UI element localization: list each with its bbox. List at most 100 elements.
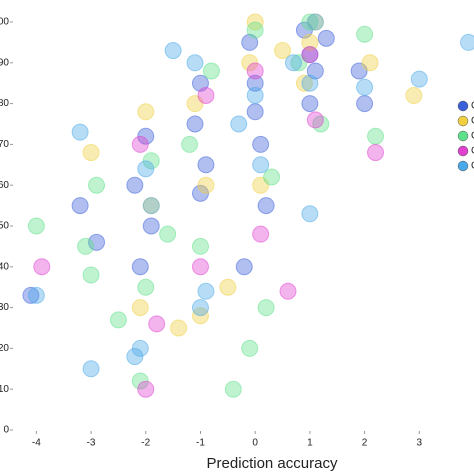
y-tick-label: 40 (0, 261, 9, 272)
point (191, 258, 209, 276)
point (131, 135, 149, 153)
point (170, 319, 188, 337)
point (279, 282, 297, 300)
point (131, 299, 149, 317)
y-tick-label: 100 (0, 17, 9, 28)
point (241, 54, 259, 72)
point (22, 286, 40, 304)
point (148, 315, 166, 333)
point (131, 258, 149, 276)
point (71, 197, 89, 215)
legend-marker (457, 160, 469, 172)
legend-marker (457, 145, 469, 157)
point (246, 103, 264, 121)
point (356, 95, 374, 113)
point (274, 42, 292, 60)
point (230, 115, 248, 133)
point (246, 74, 264, 92)
point (252, 135, 270, 153)
point (82, 360, 100, 378)
y-tick-label: 60 (0, 180, 9, 191)
point (197, 176, 215, 194)
point (246, 62, 264, 80)
point (257, 299, 275, 317)
point (191, 299, 209, 317)
point (197, 282, 215, 300)
legend-marker (457, 100, 469, 112)
point (137, 380, 155, 398)
point (252, 225, 270, 243)
point (77, 237, 95, 255)
point (356, 78, 374, 96)
point (197, 156, 215, 174)
x-tick-label: -2 (141, 438, 150, 449)
point (295, 74, 313, 92)
point (367, 127, 385, 145)
point (410, 70, 428, 88)
point (109, 311, 127, 329)
point (197, 86, 215, 104)
y-tick-label: 30 (0, 302, 9, 313)
x-tick-label: -3 (87, 438, 96, 449)
point (361, 54, 379, 72)
point (306, 111, 324, 129)
point (33, 258, 51, 276)
point (164, 42, 182, 60)
point (301, 74, 319, 92)
point (137, 160, 155, 178)
point (142, 217, 160, 235)
point (71, 123, 89, 141)
x-tick-label: -4 (32, 438, 41, 449)
x-tick-label: 0 (252, 438, 258, 449)
point (82, 266, 100, 284)
point (88, 176, 106, 194)
legend-label: C (471, 116, 474, 127)
point (186, 115, 204, 133)
point (252, 156, 270, 174)
point (88, 233, 106, 251)
point (27, 286, 45, 304)
y-tick-label: 10 (0, 384, 9, 395)
legend-label: C (471, 101, 474, 112)
legend-label: C (471, 131, 474, 142)
point (27, 217, 45, 235)
point (137, 127, 155, 145)
point (235, 258, 253, 276)
point (159, 225, 177, 243)
point (219, 278, 237, 296)
point (131, 339, 149, 357)
point (405, 86, 423, 104)
point (126, 176, 144, 194)
y-tick-label: 0 (3, 425, 9, 436)
point (241, 339, 259, 357)
x-tick-label: 2 (362, 438, 368, 449)
point (356, 25, 374, 43)
point (126, 348, 144, 366)
legend-label: C (471, 146, 474, 157)
point (263, 168, 281, 186)
y-tick-label: 90 (0, 57, 9, 68)
y-tick-label: 70 (0, 139, 9, 150)
point (301, 46, 319, 64)
legend-label: C (471, 161, 474, 172)
point (191, 237, 209, 255)
point (367, 144, 385, 162)
x-tick-label: 1 (307, 438, 313, 449)
x-tick-label: -1 (196, 438, 205, 449)
x-axis-label: Prediction accuracy (207, 455, 338, 472)
point (142, 152, 160, 170)
point (142, 197, 160, 215)
y-tick-label: 20 (0, 343, 9, 354)
point (301, 95, 319, 113)
point (131, 372, 149, 390)
point (202, 62, 220, 80)
point (284, 54, 302, 72)
point (257, 197, 275, 215)
point (301, 13, 319, 31)
legend-marker (457, 115, 469, 127)
y-tick-label: 80 (0, 98, 9, 109)
point (301, 33, 319, 51)
y-tick-label: 50 (0, 221, 9, 232)
point (137, 103, 155, 121)
